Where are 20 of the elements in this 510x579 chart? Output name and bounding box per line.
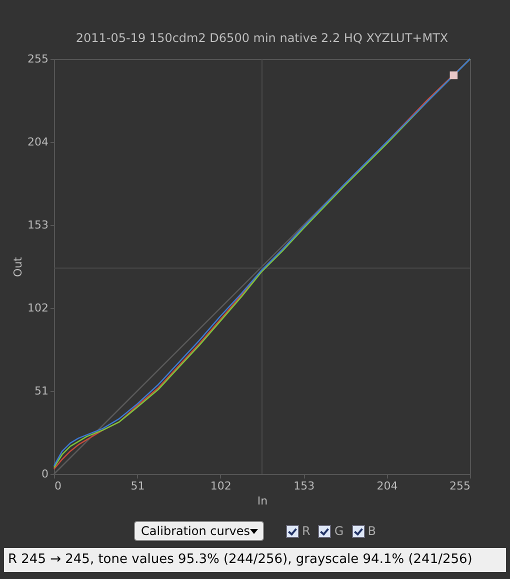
y-tick-label: 255	[28, 52, 48, 66]
y-tick-label: 0	[42, 468, 48, 480]
y-tick-label: 102	[28, 302, 48, 314]
y-tick-label: 204	[28, 136, 48, 148]
text: R	[302, 524, 310, 538]
chart-title: 2011-05-19 150cdm2 D6500 min native 2.2 HQ XYZLUT+MTX	[76, 31, 448, 45]
x-axis-title: In	[257, 494, 268, 508]
x-tick-label: 204	[376, 480, 398, 492]
y-axis-title: Out	[12, 256, 25, 277]
x-tick-label: 255	[450, 480, 470, 492]
y-tick-label: 153	[28, 218, 48, 232]
text: R 245 → 245, tone values 95.3% (244/256), grayscale 94.1% (241/256)	[4, 548, 506, 572]
text: G	[334, 524, 344, 538]
x-tick-label: 51	[130, 480, 145, 492]
x-tick-label: 0	[54, 480, 62, 492]
text: B	[368, 524, 376, 538]
y-tick-label: 51	[34, 384, 48, 398]
x-tick-label: 102	[210, 480, 232, 492]
dropdown-field: Calibration curves	[134, 521, 264, 541]
x-tick-label: 153	[294, 480, 315, 492]
